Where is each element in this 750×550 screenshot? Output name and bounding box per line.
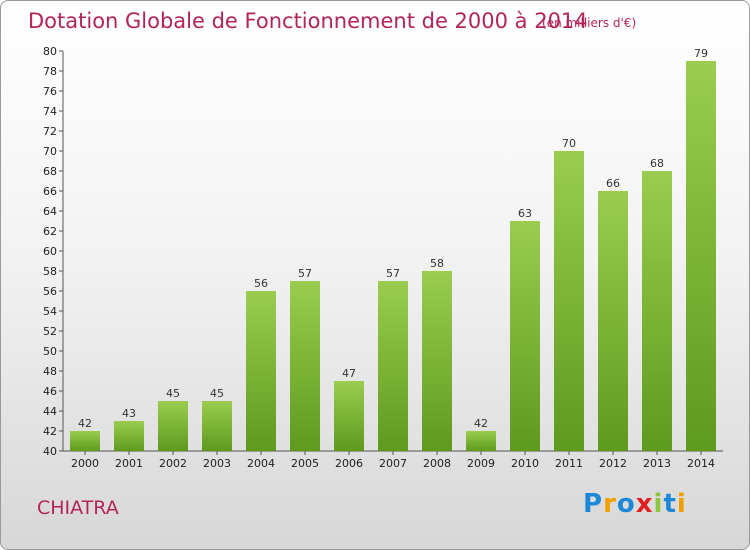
proxiti-logo: Proxiti — [583, 489, 687, 519]
data-label-2009: 42 — [474, 417, 488, 430]
x-tick-label-2012: 2012 — [599, 457, 627, 470]
bar-2009 — [466, 431, 496, 451]
y-tick-label: 48 — [43, 365, 57, 378]
bar-2008 — [422, 271, 452, 451]
y-tick-label: 60 — [43, 245, 57, 258]
x-tick-label-2010: 2010 — [511, 457, 539, 470]
x-tick-label-2005: 2005 — [291, 457, 319, 470]
data-label-2013: 68 — [650, 157, 664, 170]
bar-2002 — [158, 401, 188, 451]
bar-2011 — [554, 151, 584, 451]
x-tick-label-2003: 2003 — [203, 457, 231, 470]
y-tick-label: 68 — [43, 165, 57, 178]
data-label-2005: 57 — [298, 267, 312, 280]
x-tick-label-2001: 2001 — [115, 457, 143, 470]
y-tick-label: 80 — [43, 45, 57, 58]
bar-2010 — [510, 221, 540, 451]
data-label-2014: 79 — [694, 47, 708, 60]
data-label-2007: 57 — [386, 267, 400, 280]
y-tick-label: 62 — [43, 225, 57, 238]
y-tick-label: 78 — [43, 65, 57, 78]
bar-2003 — [202, 401, 232, 451]
y-tick-label: 54 — [43, 305, 57, 318]
y-tick-label: 44 — [43, 405, 57, 418]
y-tick-label: 66 — [43, 185, 57, 198]
chart-subtitle: (en milliers d'€) — [542, 16, 637, 30]
chart-title: Dotation Globale de Fonctionnement de 20… — [28, 9, 588, 33]
x-tick-label-2014: 2014 — [687, 457, 715, 470]
data-label-2008: 58 — [430, 257, 444, 270]
y-tick-label: 50 — [43, 345, 57, 358]
data-label-2002: 45 — [166, 387, 180, 400]
y-tick-label: 72 — [43, 125, 57, 138]
y-tick-label: 40 — [43, 445, 57, 458]
y-tick-label: 52 — [43, 325, 57, 338]
bar-2007 — [378, 281, 408, 451]
data-label-2012: 66 — [606, 177, 620, 190]
x-tick-label-2013: 2013 — [643, 457, 671, 470]
y-tick-label: 74 — [43, 105, 57, 118]
bar-2006 — [334, 381, 364, 451]
x-tick-label-2000: 2000 — [71, 457, 99, 470]
commune-name: CHIATRA — [37, 497, 119, 519]
data-label-2006: 47 — [342, 367, 356, 380]
x-tick-label-2002: 2002 — [159, 457, 187, 470]
y-tick-label: 64 — [43, 205, 57, 218]
y-tick-label: 42 — [43, 425, 57, 438]
x-tick-label-2004: 2004 — [247, 457, 275, 470]
data-label-2000: 42 — [78, 417, 92, 430]
bar-2004 — [246, 291, 276, 451]
data-label-2003: 45 — [210, 387, 224, 400]
bar-2012 — [598, 191, 628, 451]
y-tick-label: 58 — [43, 265, 57, 278]
bar-2000 — [70, 431, 100, 451]
y-tick-label: 46 — [43, 385, 57, 398]
bar-2014 — [686, 61, 716, 451]
x-tick-label-2006: 2006 — [335, 457, 363, 470]
x-tick-label-2008: 2008 — [423, 457, 451, 470]
data-label-2011: 70 — [562, 137, 576, 150]
y-tick-label: 56 — [43, 285, 57, 298]
y-tick-label: 76 — [43, 85, 57, 98]
data-label-2010: 63 — [518, 207, 532, 220]
x-tick-label-2009: 2009 — [467, 457, 495, 470]
x-tick-label-2007: 2007 — [379, 457, 407, 470]
data-label-2001: 43 — [122, 407, 136, 420]
bar-2001 — [114, 421, 144, 451]
bar-2013 — [642, 171, 672, 451]
data-label-2004: 56 — [254, 277, 268, 290]
x-tick-label-2011: 2011 — [555, 457, 583, 470]
y-tick-label: 70 — [43, 145, 57, 158]
bar-2005 — [290, 281, 320, 451]
